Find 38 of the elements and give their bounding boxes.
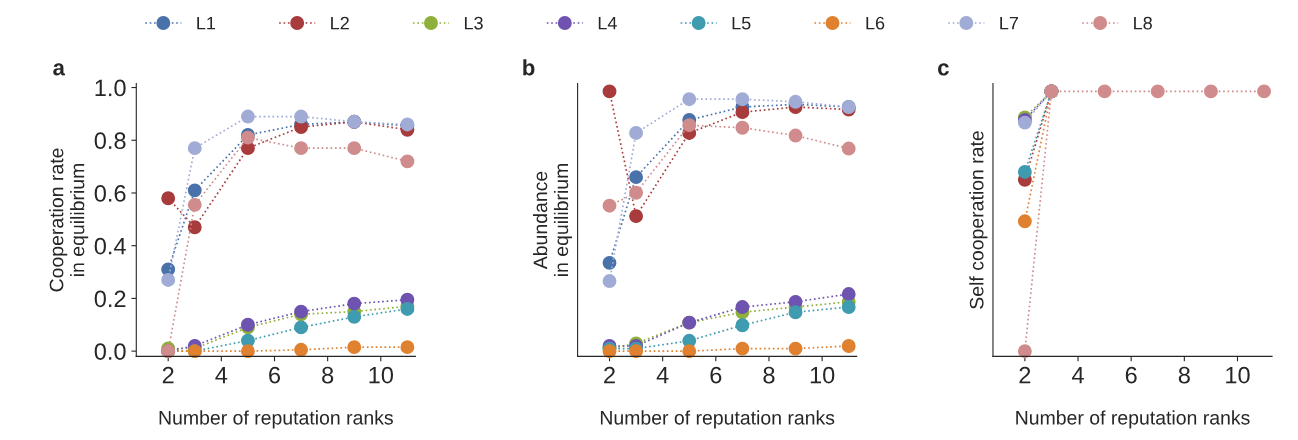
y-tick-label: 0.8 [94,132,126,150]
x-axis-title: Number of reputation ranks [1016,410,1250,429]
x-tick-label: 2 [604,366,615,384]
legend-label: L6 [866,16,885,30]
x-tick-label: 8 [763,366,775,384]
x-tick-label: 4 [215,366,228,384]
y-tick-label: 0.0 [94,343,126,360]
legend-label: L7 [1000,16,1018,30]
x-tick-label: 8 [322,366,334,384]
y-axis-title: Abundance in equilibrium [532,164,573,276]
y-tick-label: 0.2 [94,290,126,308]
x-axis-title: Number of reputation ranks [600,410,835,429]
x-tick-label: 10 [369,366,394,384]
x-tick-label: 8 [1178,366,1190,384]
chart-title: b [523,59,535,76]
legend-label: L3 [464,16,483,30]
x-tick-label: 2 [162,366,174,384]
x-tick-label: 6 [1125,366,1137,384]
y-axis-title: Self cooperation rate [969,131,988,309]
legend-label: L5 [732,16,751,30]
x-tick-label: 6 [710,366,722,384]
x-tick-label: 10 [1226,366,1250,384]
y-axis-title: Cooperation rate in equilibrium [49,148,89,292]
chart-title: a [53,63,66,76]
legend-label: L2 [331,16,349,30]
y-tick-label: 0.4 [94,237,126,255]
y-tick-label: 1.0 [95,79,126,97]
y-tick-label: 0.6 [94,185,126,202]
x-tick-label: 10 [810,366,835,384]
chart-title: c [938,63,949,76]
x-tick-label: 2 [1019,366,1031,384]
x-tick-label: 4 [656,366,669,384]
x-axis-title: Number of reputation ranks [159,410,393,429]
legend-label: L8 [1134,16,1152,30]
legend-label: L1 [197,16,216,30]
x-tick-label: 6 [269,366,281,384]
legend-label: L4 [598,16,617,30]
x-tick-label: 4 [1072,366,1084,384]
